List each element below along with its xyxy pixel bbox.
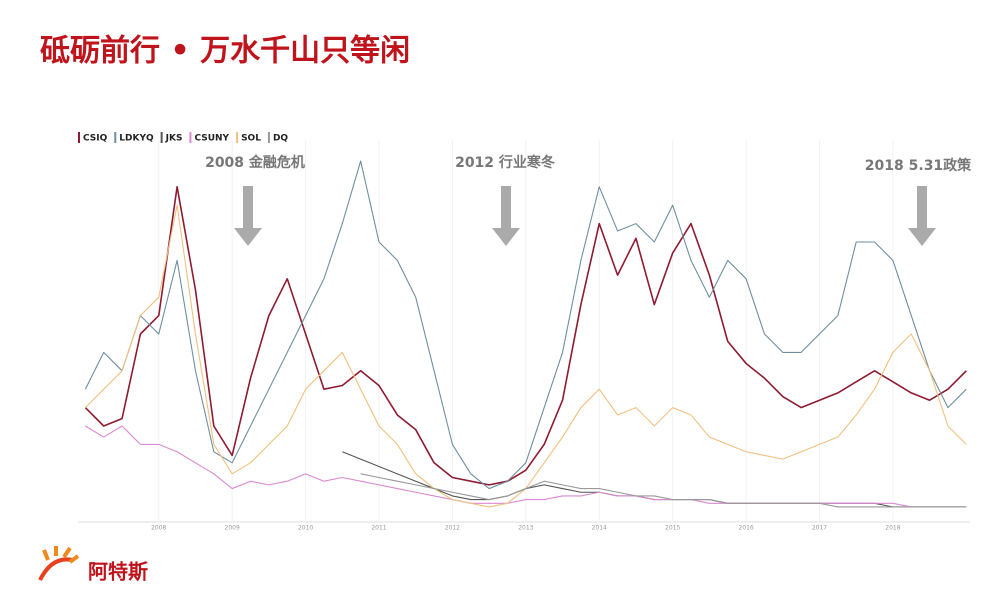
legend-swatch — [78, 132, 80, 143]
annotation: 2008 金融危机 — [205, 154, 305, 171]
legend-label: CSUNY — [194, 134, 229, 144]
x-tick-label: 2010 — [298, 525, 313, 532]
legend-swatch — [267, 132, 270, 143]
logo-text: 阿特斯 — [88, 560, 148, 584]
annotation-arrow — [492, 186, 520, 246]
legend-label: JKS — [165, 134, 183, 144]
x-tick-label: 2009 — [225, 525, 240, 532]
series-line — [84, 186, 967, 486]
series-line — [342, 451, 967, 508]
annotation: 2012 行业寒冬 — [455, 154, 555, 171]
annotation: 2018 5.31政策 — [865, 157, 972, 174]
legend-label: LDKYQ — [119, 134, 154, 144]
legend-label: DQ — [273, 134, 288, 144]
series-line — [360, 473, 967, 508]
legend-swatch — [160, 132, 163, 143]
legend-label: CSIQ — [83, 134, 108, 144]
legend-swatch — [236, 132, 239, 143]
x-tick-label: 2018 — [885, 525, 900, 532]
annotation-arrow — [234, 186, 262, 246]
x-tick-label: 2017 — [812, 525, 827, 532]
x-tick-label: 2012 — [445, 525, 460, 532]
legend-label: SOL — [241, 134, 261, 144]
x-tick-label: 2014 — [592, 525, 607, 532]
slide-title: 砥砺前行 • 万水千山只等闲 — [40, 34, 410, 69]
logo-icon — [38, 546, 80, 581]
x-tick-label: 2011 — [371, 525, 386, 532]
x-tick-label: 2013 — [518, 525, 533, 532]
series-line — [84, 160, 967, 490]
x-tick-label: 2016 — [738, 525, 753, 532]
x-tick-label: 2015 — [665, 525, 680, 532]
legend-swatch — [189, 132, 192, 143]
legend-swatch — [114, 132, 117, 143]
x-tick-label: 2008 — [151, 525, 166, 532]
annotation-arrow — [908, 186, 936, 246]
